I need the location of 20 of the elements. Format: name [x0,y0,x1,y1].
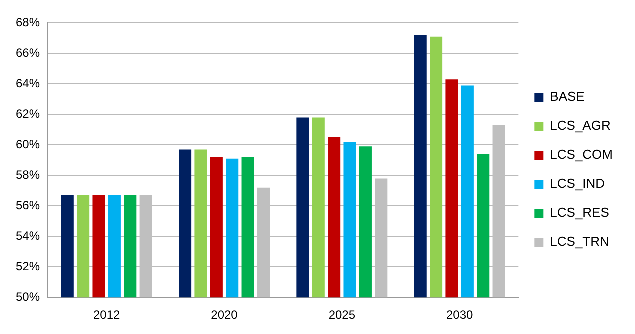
y-tick-label: 62% [16,106,40,121]
x-tick-label: 2020 [211,308,238,322]
y-tick-label: 52% [16,259,40,274]
y-tick-label: 50% [16,290,40,304]
legend-label: LCS_IND [550,176,606,192]
x-tick-label: 2025 [328,308,356,322]
legend-label: LCS_AGR [550,118,611,134]
legend-label: BASE [550,89,586,104]
y-tick-label: 54% [16,228,40,243]
y-tick-label: 66% [16,46,40,60]
y-tick-label: 68% [16,16,40,30]
x-tick-label: 2012 [93,308,121,322]
y-tick-label: 60% [16,137,40,152]
legend-label: LCS_TRN [550,234,610,250]
y-tick-label: 56% [16,198,40,212]
legend-label: LCS_RES [550,205,610,220]
x-tick-label: 2030 [446,308,474,322]
y-tick-label: 58% [16,168,40,182]
legend-label: LCS_COM [550,147,614,162]
y-tick-label: 64% [16,76,40,90]
